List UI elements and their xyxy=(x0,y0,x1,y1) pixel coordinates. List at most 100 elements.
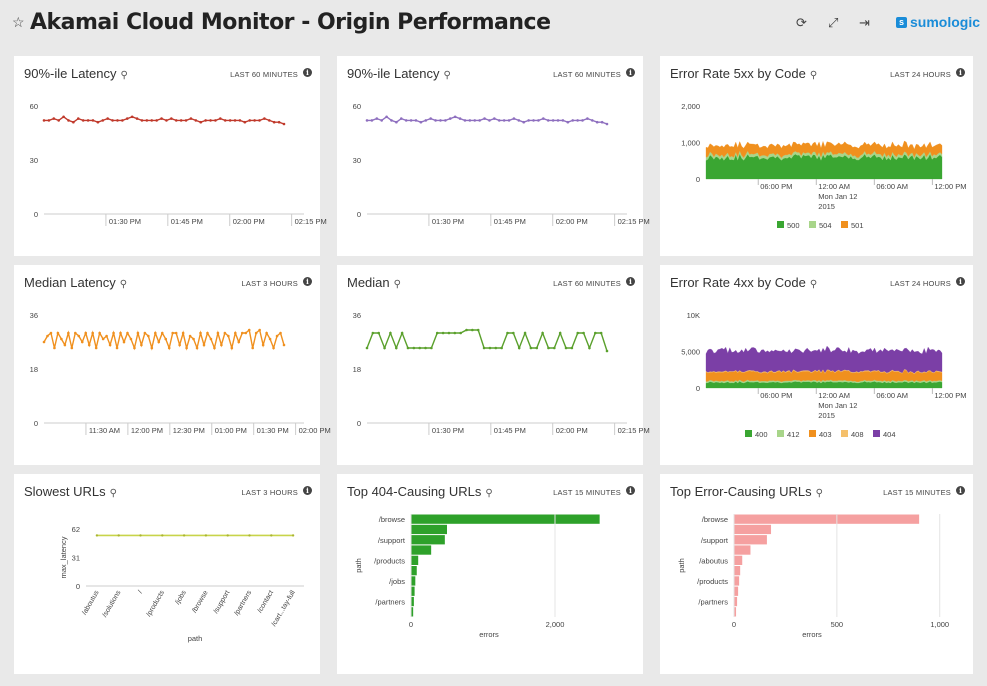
data-point xyxy=(482,346,486,350)
data-point xyxy=(394,346,398,350)
data-point xyxy=(488,346,492,350)
time-range-label[interactable]: LAST 60 MINUTES xyxy=(553,279,621,288)
info-icon[interactable]: i xyxy=(303,68,312,77)
info-icon[interactable]: i xyxy=(956,277,965,286)
data-point xyxy=(56,331,60,335)
y-tick-label: 5,000 xyxy=(681,348,700,357)
x-tick-label: 01:30 PM xyxy=(432,217,464,226)
data-point xyxy=(471,328,474,332)
star-icon[interactable]: ☆ xyxy=(12,14,25,30)
data-point xyxy=(135,117,139,120)
data-point xyxy=(121,119,124,122)
search-icon[interactable]: ⚲ xyxy=(485,488,493,499)
data-point xyxy=(389,331,392,335)
panel-top-404-urls: Top 404-Causing URLs ⚲ LAST 15 MINUTES i/br… xyxy=(337,474,643,674)
panel-title-text: Error Rate 4xx by Code xyxy=(670,275,806,290)
time-range-label[interactable]: LAST 24 HOURS xyxy=(890,279,951,288)
data-point xyxy=(418,346,421,350)
data-point xyxy=(87,343,91,347)
search-icon[interactable]: ⚲ xyxy=(120,70,128,81)
data-point xyxy=(139,534,142,537)
data-point xyxy=(213,346,216,350)
info-icon[interactable]: i xyxy=(626,486,635,495)
info-icon[interactable]: i xyxy=(626,68,635,77)
data-point xyxy=(595,120,599,124)
bar xyxy=(411,514,600,524)
data-point xyxy=(279,331,282,335)
search-icon[interactable]: ⚲ xyxy=(443,70,451,81)
area-series-404 xyxy=(705,345,943,374)
panel-median: Median ⚲ LAST 60 MINUTES i 36 18 0 01:30 PM 01:4… xyxy=(337,265,650,465)
data-point xyxy=(161,534,164,537)
data-point xyxy=(370,119,374,122)
data-point xyxy=(226,534,229,537)
data-point xyxy=(160,331,164,335)
search-icon[interactable]: ⚲ xyxy=(815,488,823,499)
search-icon[interactable]: ⚲ xyxy=(393,279,401,290)
bar xyxy=(734,607,737,617)
search-icon[interactable]: ⚲ xyxy=(119,279,128,290)
time-range-label[interactable]: LAST 15 MINUTES xyxy=(553,488,621,497)
data-point xyxy=(76,117,80,120)
x-category-label: /contact xyxy=(257,589,275,614)
time-range-label[interactable]: LAST 15 MINUTES xyxy=(883,488,951,497)
data-point xyxy=(117,534,120,537)
fullscreen-icon[interactable]: ⤢ xyxy=(828,15,839,30)
chart-svg: /browse/support/products/jobs/partners 0 2… xyxy=(354,514,600,639)
time-range-label[interactable]: LAST 3 HOURS xyxy=(241,279,298,288)
data-point xyxy=(522,120,526,124)
data-point xyxy=(500,346,503,350)
y-tick-label: 60 xyxy=(353,102,361,111)
panel-title: Error Rate 5xx by Code ⚲ xyxy=(670,66,817,81)
refresh-icon[interactable]: ⟳ xyxy=(796,15,807,30)
data-point xyxy=(165,119,168,122)
info-icon[interactable]: i xyxy=(303,486,312,495)
search-icon[interactable]: ⚲ xyxy=(809,279,818,290)
info-icon[interactable]: i xyxy=(956,486,965,495)
search-icon[interactable]: ⚲ xyxy=(109,488,117,499)
data-point xyxy=(219,117,222,120)
data-point xyxy=(494,346,498,350)
data-point xyxy=(181,331,185,335)
panel-median-latency: Median Latency ⚲ LAST 3 HOURS i 36 18 0 11:30 A… xyxy=(14,265,331,465)
x-sub-label: 2015 xyxy=(818,202,835,211)
y-tick-label: 31 xyxy=(72,554,80,563)
data-point xyxy=(184,119,188,122)
time-range-label[interactable]: LAST 24 HOURS xyxy=(890,70,951,79)
data-point xyxy=(493,117,496,120)
data-point xyxy=(108,343,112,347)
search-icon[interactable]: ⚲ xyxy=(809,70,818,81)
x-tick-label: 01:30 PM xyxy=(257,426,289,435)
x-tick-label: 06:00 AM xyxy=(876,391,908,400)
data-point xyxy=(275,334,279,338)
data-point xyxy=(591,119,594,122)
y-category-label: /products xyxy=(697,577,728,586)
data-point xyxy=(150,119,154,122)
share-icon[interactable]: ⇥ xyxy=(859,15,870,30)
y-axis-title: max_latency xyxy=(59,536,68,578)
data-point xyxy=(556,119,560,122)
data-point xyxy=(98,331,101,335)
info-icon[interactable]: i xyxy=(956,68,965,77)
data-point xyxy=(258,328,261,332)
data-point xyxy=(586,117,589,120)
data-point xyxy=(116,119,119,122)
info-icon[interactable]: i xyxy=(626,277,635,286)
data-point xyxy=(199,120,203,124)
time-range-label[interactable]: LAST 3 HOURS xyxy=(241,488,298,497)
x-category-label: /support xyxy=(213,589,232,614)
x-sub-label: 2015 xyxy=(818,411,835,420)
data-point xyxy=(204,119,207,122)
x-tick-label: 01:45 PM xyxy=(494,217,526,226)
x-tick-label: 11:30 AM xyxy=(89,426,120,435)
info-icon[interactable]: i xyxy=(303,277,312,286)
time-range-label[interactable]: LAST 60 MINUTES xyxy=(553,70,621,79)
panel-title-text: Top 404-Causing URLs xyxy=(347,484,482,499)
data-point xyxy=(282,343,286,347)
data-point xyxy=(126,331,129,335)
data-point xyxy=(395,120,398,124)
time-range-label[interactable]: LAST 60 MINUTES xyxy=(230,70,298,79)
data-point xyxy=(70,346,74,350)
data-point xyxy=(453,115,457,119)
data-point xyxy=(209,337,213,341)
